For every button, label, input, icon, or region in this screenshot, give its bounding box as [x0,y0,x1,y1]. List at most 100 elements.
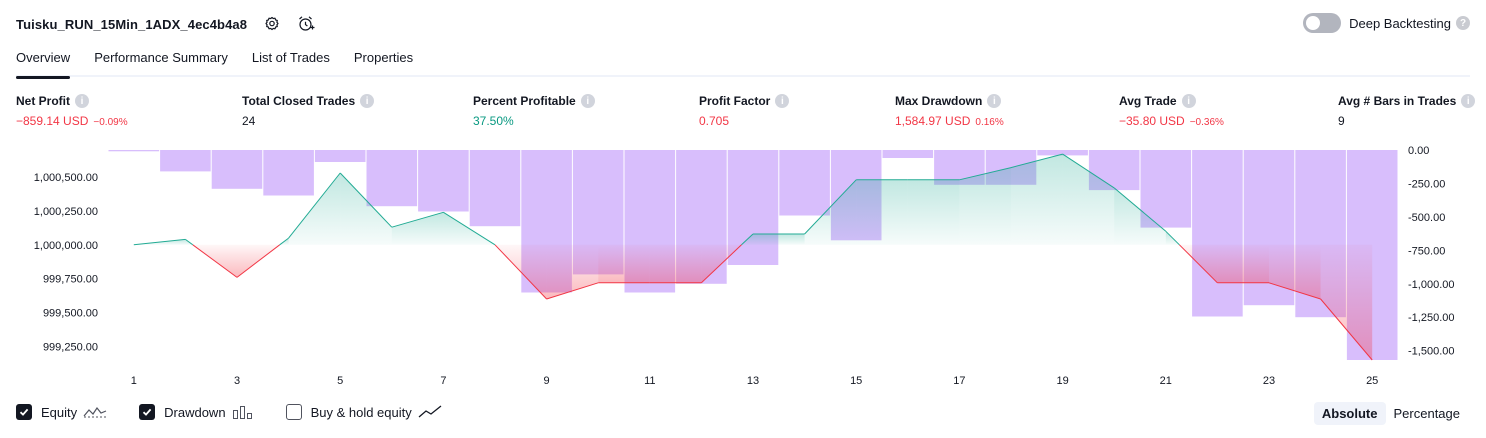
equity-line-segment [1320,298,1373,361]
metric-total-closed-trades: Total Closed Trades i 24 [242,94,375,128]
legend-equity[interactable]: Equity [16,404,107,420]
equity-drawdown-chart[interactable]: 1,000,500.00 1,000,250.00 1,000,000.00 999,… [0,140,1486,395]
x-axis: 1 3 5 7 9 11 13 15 17 19 21 23 25 [131,375,1379,387]
drawdown-bar [469,150,521,227]
equity-line-segment [1062,153,1115,189]
drawdown-bar [263,150,314,196]
info-icon[interactable]: i [987,94,1002,108]
metric-net-profit: Net Profit i −859.14 USD −0.09% [16,94,128,128]
metric-percent: −0.09% [93,117,128,128]
scale-mode-switch: Absolute Percentage [1313,402,1468,425]
equity-area-segment [391,212,444,245]
x-tick-label: 21 [1160,375,1172,387]
info-icon[interactable]: i [775,94,790,108]
drawdown-bar [1140,150,1192,228]
equity-line-segment [741,233,754,246]
help-icon[interactable]: ? [1456,16,1470,30]
info-icon[interactable]: i [75,94,89,108]
checkbox-checked[interactable] [139,404,156,420]
percentage-button[interactable]: Percentage [1393,406,1461,421]
x-tick-label: 23 [1263,375,1275,387]
x-tick-label: 17 [953,375,965,387]
equity-area-segment [546,244,599,299]
drawdown-bars-icon [232,405,254,419]
equity-area-segment [1320,244,1373,360]
y-left-tick-label: 999,500.00 [43,308,98,320]
deep-backtesting: Deep Backtesting ? [1303,13,1470,33]
equity-line-segment [185,238,194,246]
metric-value: 1,584.97 USD [895,114,971,128]
metric-percent: −0.36% [1189,117,1224,128]
equity-line-segment [391,211,444,228]
checkbox-unchecked[interactable] [285,404,302,420]
equity-area-segment [649,244,702,283]
deep-backtesting-toggle[interactable] [1303,13,1342,33]
metric-value: 0.705 [699,114,730,128]
chart-legend: Equity Drawdown Buy & hold equity [16,404,474,420]
equity-area-segment [340,173,392,245]
equity-area-segment [288,173,341,245]
legend-buy-hold-equity[interactable]: Buy & hold equity [285,404,442,420]
equity-line [133,153,1373,361]
drawdown-bar [1037,150,1088,156]
deep-backtesting-label: Deep Backtesting [1349,15,1451,31]
y-right-tick-label: -1,250.00 [1408,312,1454,324]
tab-performance-summary[interactable]: Performance Summary [94,50,228,65]
info-icon[interactable]: i [360,94,375,108]
y-right-tick-label: -250.00 [1408,178,1445,190]
equity-line-segment [192,244,238,278]
metric-label: Avg Trade [1119,94,1177,108]
equity-area-segment [1217,244,1269,283]
gear-icon[interactable] [263,15,281,33]
drawdown-bar [1192,150,1243,317]
x-tick-label: 1 [131,375,137,387]
x-tick-label: 13 [747,375,759,387]
tab-properties[interactable]: Properties [353,50,414,65]
info-icon[interactable]: i [1461,94,1476,108]
equity-area-segment [804,179,857,245]
absolute-button[interactable]: Absolute [1313,402,1386,425]
metric-avg-bars-in-trades: Avg # Bars in Trades i 9 [1338,94,1476,128]
equity-area-segment [1114,187,1166,245]
equity-line-segment [1179,244,1218,284]
legend-label: Drawdown [164,404,226,420]
equity-line-segment [959,167,1012,181]
equity-area-segment [1011,154,1063,245]
drawdown-bar [779,150,830,216]
x-tick-label: 5 [337,375,343,387]
x-tick-label: 11 [644,375,655,387]
y-left-tick-label: 999,750.00 [43,274,98,286]
tab-list-of-trades[interactable]: List of Trades [251,50,330,65]
y-left-tick-label: 1,000,000.00 [34,240,98,252]
equity-area-segment [907,179,960,245]
metric-percent-profitable: Percent Profitable i 37.50% [473,94,595,128]
metric-value: −35.80 USD [1119,114,1185,128]
y-left-tick-label: 1,000,500.00 [34,172,98,184]
tab-bar: Overview Performance Summary List of Tra… [16,48,1470,79]
equity-line-segment [236,244,281,278]
metric-label: Percent Profitable [473,94,576,108]
equity-area-segment [1062,154,1115,245]
drawdown-bar [160,150,211,172]
legend-label: Equity [41,404,78,420]
equity-line-segment [339,172,393,228]
equity-line-segment [443,211,496,246]
legend-drawdown[interactable]: Drawdown [139,404,253,420]
equity-area-segment [598,244,650,283]
y-left-tick-label: 999,250.00 [43,342,98,354]
alarm-clock-plus-icon[interactable] [297,15,315,33]
drawdown-bar [418,150,469,212]
info-icon[interactable]: i [580,94,595,108]
info-icon[interactable]: i [1181,94,1196,108]
equity-line-segment [1165,230,1180,246]
x-tick-label: 25 [1366,375,1378,387]
tab-overview[interactable]: Overview [16,48,71,79]
x-tick-label: 15 [850,375,862,387]
y-right-tick-label: -500.00 [1408,212,1445,224]
equity-area-segment [1269,244,1321,299]
metric-label: Total Closed Trades [242,94,356,108]
y-axis-right: 0.00 -250.00 -500.00 -750.00 -1,000.00 -1,250… [1408,145,1454,358]
drawdown-bar [211,150,263,189]
checkbox-checked[interactable] [16,404,32,420]
equity-area-segment [856,179,908,245]
